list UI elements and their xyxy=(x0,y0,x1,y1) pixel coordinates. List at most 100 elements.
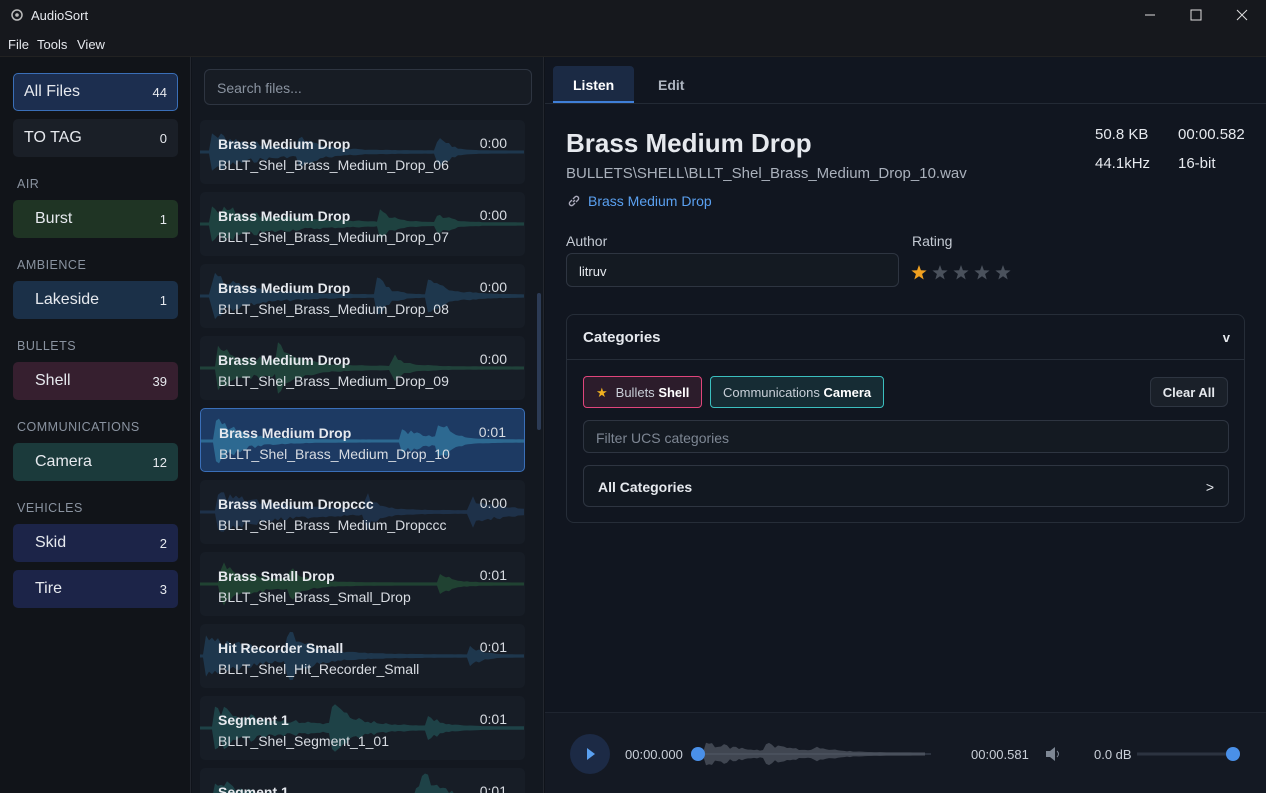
chip-subcategory: Camera xyxy=(823,385,872,400)
row-waveform xyxy=(200,492,524,532)
volume-icon[interactable] xyxy=(1044,746,1062,762)
chip-subcategory: Shell xyxy=(658,385,690,400)
item-label: Burst xyxy=(35,210,73,227)
file-row[interactable]: Brass Medium Drop 0:00 BLLT_Shel_Brass_Med… xyxy=(200,120,525,184)
rating-star[interactable] xyxy=(911,265,927,280)
sidebar-item[interactable]: All Files 44 xyxy=(13,73,178,111)
bit-depth: 16-bit xyxy=(1178,155,1216,172)
volume-label: 0.0 dB xyxy=(1094,747,1132,762)
file-row[interactable]: Hit Recorder Small 0:01 BLLT_Shel_Hit_Reco… xyxy=(200,624,525,688)
link[interactable]: Brass Medium Drop xyxy=(588,193,712,209)
menu-item[interactable]: Tools xyxy=(37,37,68,52)
category-chip[interactable]: ★ Bullets Shell xyxy=(583,376,703,408)
file-row[interactable]: Brass Small Drop 0:01 BLLT_Shel_Brass_Smal… xyxy=(200,552,525,616)
file-name: BLLT_Shel_Hit_Recorder_Small xyxy=(218,661,420,677)
playback-waveform[interactable] xyxy=(691,733,931,775)
file-name: BLLT_Shel_Brass_Medium_Drop_06 xyxy=(218,157,449,173)
divider xyxy=(567,359,1244,360)
detail-panel: Listen Edit Brass Medium Drop BULLETS\SH… xyxy=(545,57,1266,712)
waveform-shape xyxy=(697,742,925,766)
sidebar: All Files 44 TO TAG 0 AIR Burst 1 AMBIENCE Lakes… xyxy=(0,57,191,793)
item-count: 39 xyxy=(152,373,167,389)
file-size: 50.8 KB xyxy=(1095,126,1149,143)
file-duration: 0:00 xyxy=(479,495,507,511)
sidebar-item[interactable]: Shell 39 xyxy=(13,362,178,400)
file-duration: 0:00 xyxy=(479,279,507,295)
file-row[interactable]: Brass Medium Drop 0:00 BLLT_Shel_Brass_Med… xyxy=(200,192,525,256)
play-button[interactable] xyxy=(569,733,611,775)
file-rows: Brass Medium Drop 0:00 BLLT_Shel_Brass_Med… xyxy=(192,117,544,793)
row-waveform xyxy=(200,206,524,242)
link-icon xyxy=(568,195,580,207)
rating-star[interactable] xyxy=(953,265,969,280)
sidebar-item[interactable]: TO TAG 0 xyxy=(13,119,178,157)
waveform-shape xyxy=(200,206,524,242)
window-controls[interactable] xyxy=(1140,8,1256,22)
rating-star[interactable] xyxy=(995,265,1011,280)
menu-item[interactable]: View xyxy=(77,37,105,52)
sidebar-item[interactable]: Camera 12 xyxy=(13,443,178,481)
app-icon xyxy=(11,9,23,21)
row-waveform xyxy=(200,342,524,394)
group-header: VEHICLES xyxy=(17,501,83,515)
tab[interactable]: Edit xyxy=(658,77,685,93)
rating-star[interactable] xyxy=(932,265,948,280)
waveform-shape xyxy=(200,704,524,752)
star-icon: ★ xyxy=(596,385,608,400)
volume-slider[interactable] xyxy=(1135,745,1241,763)
scrollbar-thumb[interactable] xyxy=(537,293,541,430)
item-label: Shell xyxy=(35,372,71,389)
file-row[interactable]: Brass Medium Drop 0:00 BLLT_Shel_Brass_Med… xyxy=(200,264,525,328)
item-label: Tire xyxy=(35,580,62,597)
expand-arrow: > xyxy=(1205,479,1214,495)
item-count: 0 xyxy=(159,130,167,146)
sidebar-item[interactable]: Burst 1 xyxy=(13,200,178,238)
menu-item[interactable]: File xyxy=(8,37,29,52)
rating-star[interactable] xyxy=(974,265,990,280)
file-title: Brass Medium Drop xyxy=(219,425,352,441)
file-name: BLLT_Shel_Brass_Medium_Drop_10 xyxy=(219,446,450,462)
file-row[interactable]: Brass Medium Dropccc 0:00 BLLT_Shel_Brass_… xyxy=(200,480,525,544)
file-name: BLLT_Shel_Brass_Medium_Drop_09 xyxy=(218,373,449,389)
category-chip[interactable]: Communications Camera xyxy=(710,376,885,408)
author-input[interactable]: litruv xyxy=(566,253,899,287)
file-name: BLLT_Shel_Brass_Medium_Drop_08 xyxy=(218,301,449,317)
file-row[interactable]: Brass Medium Drop 0:00 BLLT_Shel_Brass_Med… xyxy=(200,336,525,400)
item-count: 44 xyxy=(152,84,167,100)
progress-knob[interactable] xyxy=(691,747,705,761)
file-duration: 0:00 xyxy=(479,207,507,223)
item-count: 1 xyxy=(159,292,167,308)
group-header: AIR xyxy=(17,177,40,191)
waveform-shape xyxy=(200,133,524,171)
clear-all-button[interactable]: Clear All xyxy=(1149,377,1228,407)
file-name: BLLT_Shel_Brass_Medium_Dropccc xyxy=(218,517,447,533)
rating-stars[interactable] xyxy=(910,263,1020,283)
sidebar-item[interactable]: Lakeside 1 xyxy=(13,281,178,319)
divider xyxy=(545,103,1266,104)
menu-bar: File Tools View xyxy=(0,30,1266,57)
waveform-shape xyxy=(200,272,524,320)
item-label: Camera xyxy=(35,453,92,470)
file-title: Segment 1 xyxy=(218,784,289,793)
file-row[interactable]: Brass Medium Drop 0:01 BLLT_Shel_Brass_Med… xyxy=(200,408,525,472)
file-title: Brass Medium Drop xyxy=(218,352,351,368)
file-name: BLLT_Shel_Brass_Medium_Drop_07 xyxy=(218,229,449,245)
file-title: Brass Medium Drop xyxy=(218,136,351,152)
file-duration: 0:01 xyxy=(479,711,507,727)
search-input[interactable]: Search files... xyxy=(204,69,532,105)
item-count: 1 xyxy=(159,211,167,227)
all-categories[interactable]: All Categories > xyxy=(583,465,1229,507)
sidebar-item[interactable]: Tire 3 xyxy=(13,570,178,608)
filter-input[interactable]: Filter UCS categories xyxy=(583,420,1229,453)
waveform-shape xyxy=(200,492,524,532)
file-row[interactable]: Segment 1 0:01 BLLT_Shel_Segment_1_01 xyxy=(200,696,525,760)
item-label: All Files xyxy=(24,83,81,100)
file-title: Brass Medium Drop xyxy=(218,280,351,296)
sidebar-item[interactable]: Skid 2 xyxy=(13,524,178,562)
author-label: Author xyxy=(566,233,608,249)
file-row[interactable]: Segment 1 0:01 xyxy=(200,768,525,793)
item-count: 12 xyxy=(152,454,167,470)
collapse-toggle[interactable]: v xyxy=(1222,330,1230,345)
tab[interactable]: Listen xyxy=(553,66,635,103)
